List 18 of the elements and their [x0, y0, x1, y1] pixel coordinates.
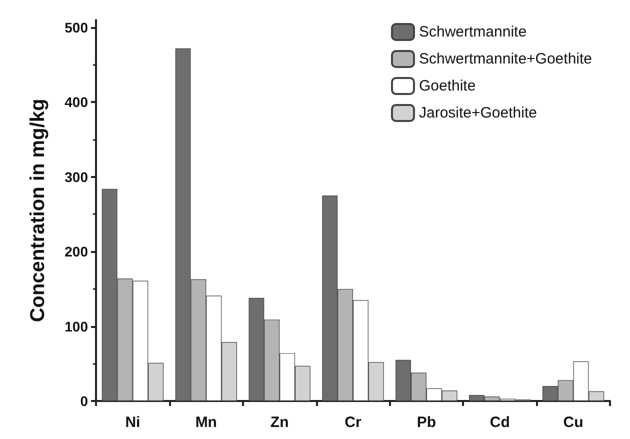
legend-label: Schwertmannite+Goethite — [418, 50, 592, 68]
y-tick-label: 500 — [64, 19, 88, 36]
y-tick-label: 400 — [64, 94, 88, 110]
y-tick-label: 100 — [64, 318, 88, 334]
legend-label: Schwertmannite — [418, 24, 527, 40]
x-tick-label: Ni — [125, 414, 140, 431]
x-tick-label: Cr — [344, 414, 362, 431]
legend-label: Goethite — [418, 78, 476, 94]
y-tick-label: 0 — [80, 393, 88, 409]
x-tick-label: Mn — [195, 414, 217, 431]
y-axis-title: Concentration in mg/kg — [27, 98, 49, 322]
x-tick-label: Zn — [270, 414, 289, 431]
y-tick-label: 200 — [64, 244, 88, 260]
x-tick-label: Cu — [563, 414, 584, 431]
y-tick-label: 300 — [64, 168, 88, 185]
x-tick-label: Cd — [490, 414, 510, 431]
x-tick-label: Pb — [416, 414, 436, 431]
legend-label: Jarosite+Goethite — [418, 104, 537, 122]
